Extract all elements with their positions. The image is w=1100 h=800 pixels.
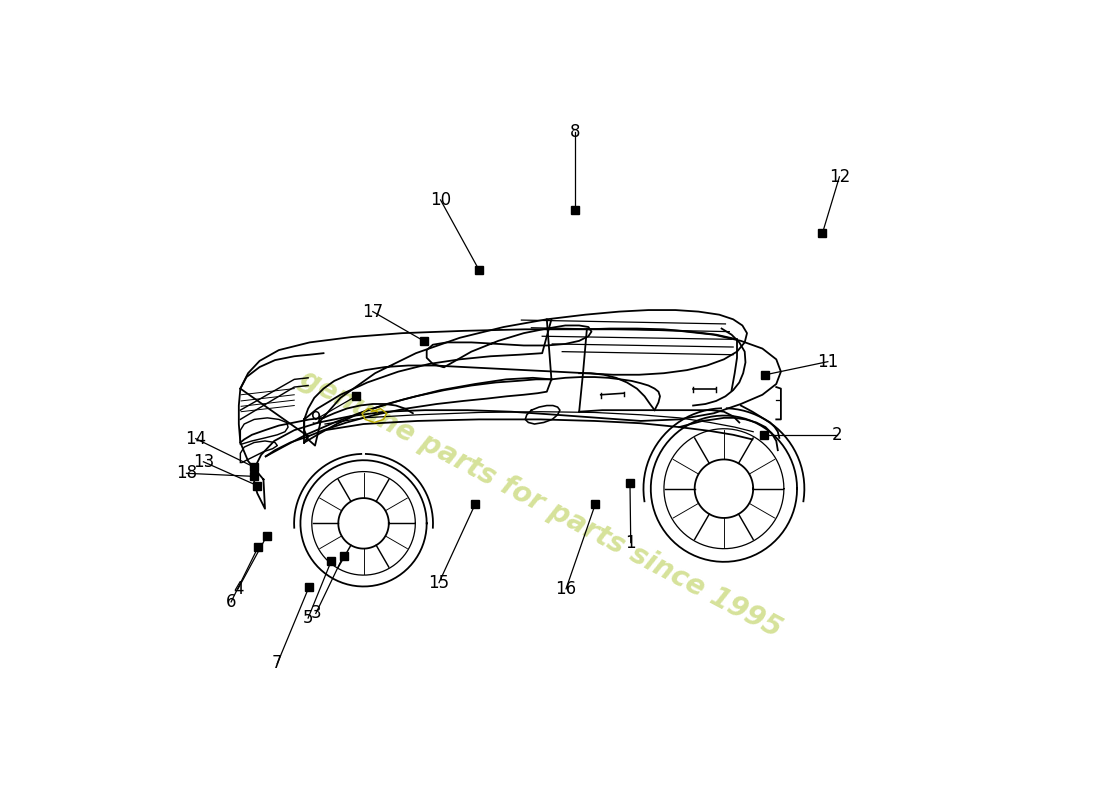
Text: 18: 18 xyxy=(176,464,197,482)
Text: 6: 6 xyxy=(226,593,236,611)
Text: 14: 14 xyxy=(185,430,207,448)
Text: 7: 7 xyxy=(272,654,283,673)
Text: 17: 17 xyxy=(362,302,384,321)
Text: 9: 9 xyxy=(310,410,321,429)
Text: 8: 8 xyxy=(570,123,581,141)
Text: 12: 12 xyxy=(828,168,850,186)
Text: 4: 4 xyxy=(233,580,243,598)
Text: 5: 5 xyxy=(302,609,313,627)
Text: 2: 2 xyxy=(832,426,843,444)
Text: 16: 16 xyxy=(556,580,576,598)
Text: 3: 3 xyxy=(310,605,321,622)
Text: 15: 15 xyxy=(428,574,450,592)
Text: 11: 11 xyxy=(817,353,838,370)
Text: genuine parts for parts since 1995: genuine parts for parts since 1995 xyxy=(295,365,786,643)
Text: 1: 1 xyxy=(626,534,636,552)
Text: 13: 13 xyxy=(192,453,215,470)
Text: 10: 10 xyxy=(430,191,451,209)
